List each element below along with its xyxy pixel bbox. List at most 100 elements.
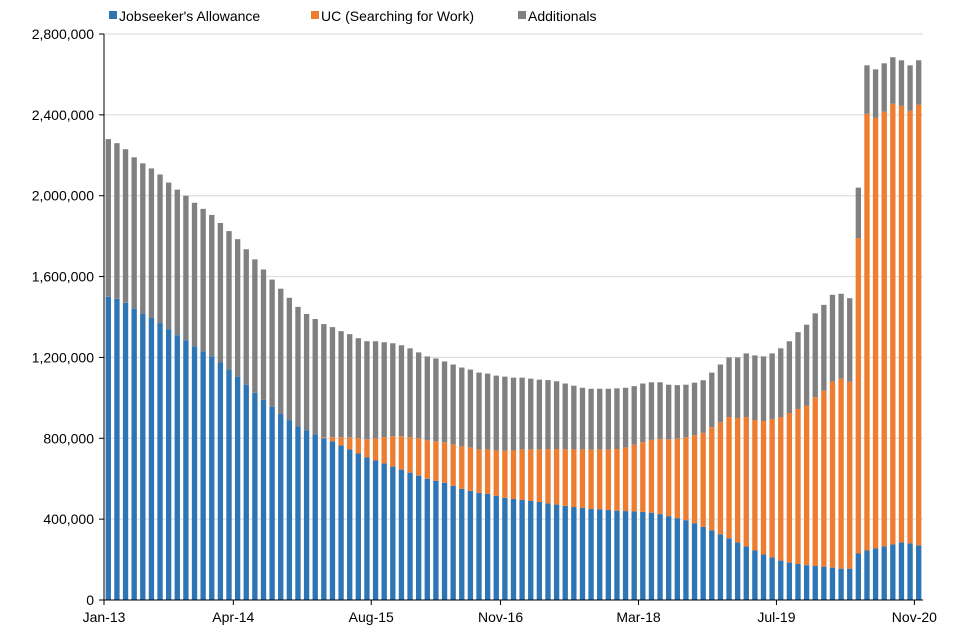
bar-jsa: [838, 568, 844, 600]
bar-jsa: [855, 553, 862, 600]
bar-additionals: [493, 375, 499, 451]
bar-uc: [855, 238, 862, 554]
bar-additionals: [648, 382, 655, 440]
bar-additionals: [252, 259, 258, 393]
bar-additionals: [752, 355, 758, 421]
bar-jsa: [864, 550, 870, 600]
bar-additionals: [622, 387, 629, 448]
bar-jsa: [545, 503, 551, 600]
bar-uc: [786, 413, 793, 563]
bar-uc: [872, 117, 879, 549]
bar-uc: [812, 397, 818, 567]
bar-jsa: [502, 497, 508, 600]
bar-uc: [734, 418, 741, 543]
bar-jsa: [286, 420, 293, 600]
bar-jsa: [553, 504, 560, 600]
bar-jsa: [734, 542, 741, 600]
bar-uc: [890, 103, 896, 545]
bar-uc: [364, 439, 370, 458]
bar-uc: [390, 436, 396, 467]
bar-jsa: [148, 318, 155, 600]
bar-additionals: [502, 376, 508, 451]
bar-uc: [622, 447, 629, 512]
bar-uc: [459, 446, 465, 489]
bar-additionals: [795, 332, 801, 409]
bar-additionals: [174, 189, 180, 336]
bar-uc: [476, 449, 482, 493]
bar-additionals: [407, 348, 413, 438]
bar-jsa: [640, 511, 646, 600]
bar-uc: [321, 437, 327, 439]
bar-jsa: [364, 457, 370, 600]
bar-uc: [605, 449, 612, 511]
y-tick-label: 2,400,000: [32, 107, 94, 123]
bar-uc: [372, 438, 379, 461]
bar-additionals: [674, 385, 680, 439]
bar-additionals: [829, 294, 836, 382]
bar-additionals: [838, 293, 844, 379]
bar-jsa: [795, 564, 801, 600]
bar-additionals: [122, 149, 129, 303]
bar-jsa: [484, 493, 491, 600]
bar-additionals: [364, 341, 370, 440]
bar-additionals: [588, 388, 594, 450]
bar-uc: [752, 420, 758, 551]
bar-uc: [519, 449, 525, 500]
bar-uc: [510, 450, 517, 499]
bar-additionals: [855, 187, 862, 239]
bar-jsa: [338, 445, 344, 600]
bar-jsa: [450, 485, 456, 600]
bar-jsa: [916, 545, 922, 600]
bar-uc: [898, 105, 905, 543]
bar-jsa: [329, 441, 336, 600]
bar-uc: [743, 417, 749, 547]
bar-uc: [838, 378, 844, 569]
bar-additionals: [226, 231, 232, 370]
bar-jsa: [674, 518, 680, 600]
bar-jsa: [752, 550, 758, 600]
bar-additionals: [872, 69, 879, 118]
bar-additionals: [286, 297, 293, 421]
bar-jsa: [778, 560, 784, 600]
y-tick-label: 1,200,000: [32, 349, 94, 365]
x-tick-label: Jul-19: [757, 609, 795, 625]
bar-uc: [450, 444, 456, 486]
bar-uc: [484, 449, 491, 494]
bar-jsa: [821, 566, 827, 600]
bar-uc: [467, 447, 474, 491]
bar-jsa: [381, 463, 387, 600]
bar-additionals: [165, 182, 172, 330]
bar-uc: [640, 442, 646, 512]
bar-additionals: [131, 157, 137, 309]
bar-uc: [700, 432, 706, 527]
bar-uc: [907, 110, 913, 544]
bar-jsa: [510, 498, 517, 600]
x-tick-label: Nov-20: [892, 609, 937, 625]
bar-jsa: [278, 414, 284, 600]
bar-jsa: [295, 426, 301, 600]
bar-additionals: [683, 384, 689, 438]
bar-jsa: [321, 438, 327, 600]
bar-additionals: [898, 60, 905, 106]
legend-swatch-additionals: [518, 11, 526, 19]
bar-uc: [381, 437, 387, 464]
bar-additionals: [847, 298, 853, 382]
bar-additionals: [614, 388, 620, 449]
bar-jsa: [881, 546, 887, 600]
bar-additionals: [657, 382, 663, 439]
bar-jsa: [657, 514, 663, 600]
bar-uc: [588, 449, 594, 510]
bar-jsa: [312, 434, 318, 600]
bar-additionals: [415, 352, 422, 439]
bar-additionals: [597, 388, 603, 450]
y-axis: 0 400,000 800,000 1,200,000 1,600,000 2,000,0…: [32, 26, 105, 608]
y-tick-label: 2,800,000: [32, 26, 94, 42]
legend: Jobseeker's Allowance UC (Searching for …: [109, 8, 597, 24]
bar-uc: [683, 437, 689, 521]
bar-additionals: [571, 385, 577, 450]
bar-uc: [666, 439, 672, 517]
bar-jsa: [209, 356, 215, 600]
bar-jsa: [398, 469, 405, 600]
y-tick-label: 400,000: [43, 511, 94, 527]
y-tick-label: 800,000: [43, 430, 94, 446]
